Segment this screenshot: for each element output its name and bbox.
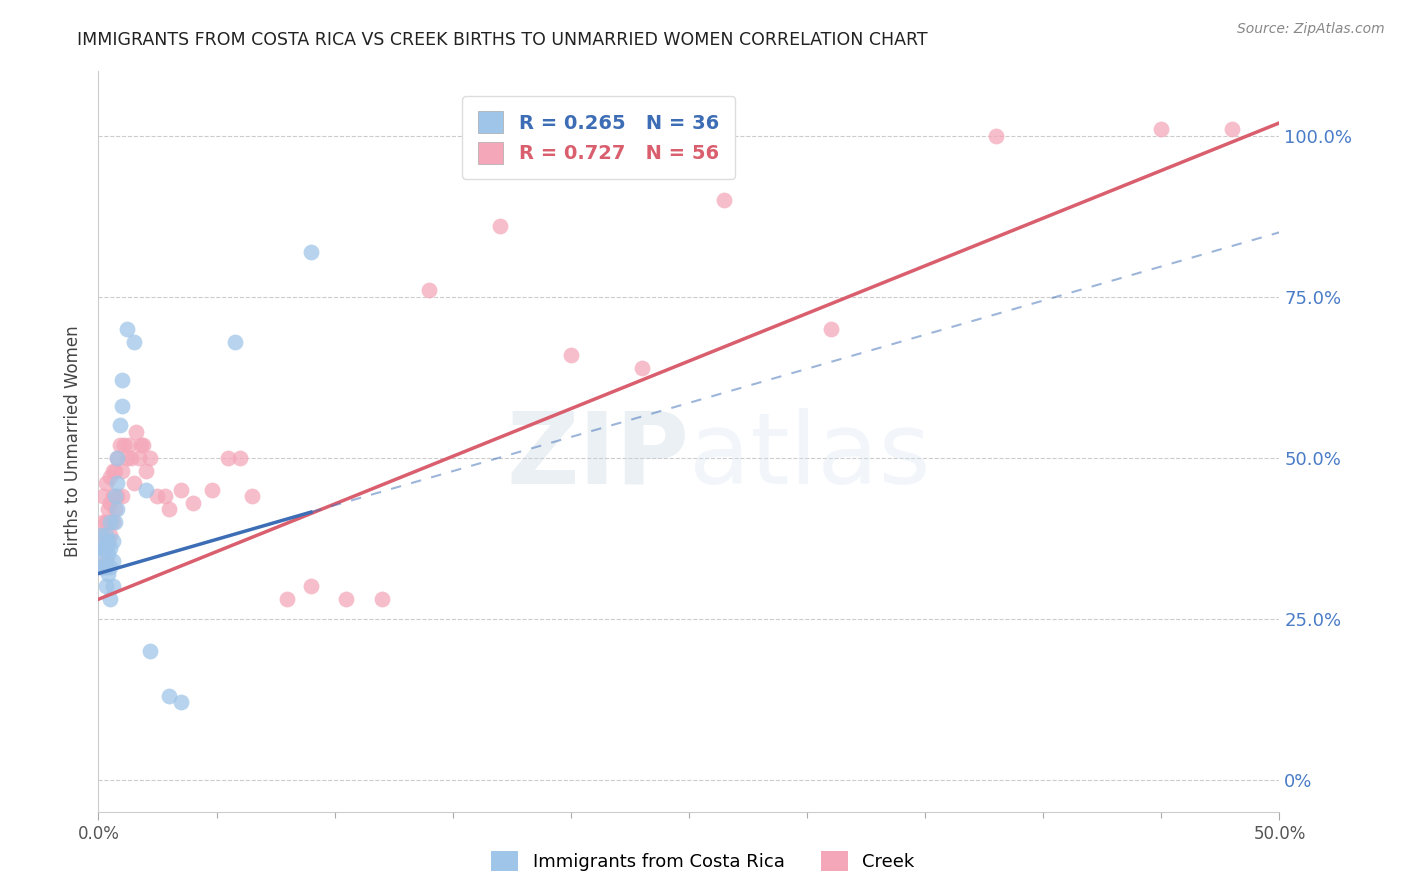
Point: [139, 450, 162, 465]
Point: [240, 489, 263, 503]
Point: [121, 450, 143, 465]
Point: [157, 502, 180, 516]
Point: [418, 283, 440, 297]
Point: [560, 348, 582, 362]
Point: [90, 528, 112, 542]
Point: [90, 560, 112, 574]
Point: [97, 547, 120, 561]
Point: [90, 541, 112, 555]
Point: [201, 483, 224, 497]
Point: [122, 476, 145, 491]
Point: [105, 450, 128, 465]
Point: [97, 566, 120, 581]
Point: [276, 592, 298, 607]
Point: [135, 483, 157, 497]
Point: [101, 489, 124, 503]
Point: [984, 128, 1007, 143]
Point: [94, 515, 117, 529]
Point: [91, 547, 114, 561]
Point: [135, 463, 157, 477]
Point: [108, 418, 131, 433]
Point: [128, 450, 150, 465]
Point: [97, 502, 120, 516]
Point: [820, 322, 842, 336]
Point: [713, 193, 735, 207]
Point: [104, 502, 127, 516]
Point: [91, 489, 114, 503]
Point: [104, 515, 127, 529]
Point: [1150, 122, 1173, 136]
Point: [181, 496, 204, 510]
Point: [91, 515, 114, 529]
Point: [299, 579, 322, 593]
Point: [157, 689, 180, 703]
Point: [170, 483, 193, 497]
Y-axis label: Births to Unmarried Women: Births to Unmarried Women: [65, 326, 83, 558]
Point: [1220, 122, 1243, 136]
Point: [489, 219, 512, 233]
Point: [98, 541, 121, 555]
Point: [101, 534, 124, 549]
Point: [98, 470, 121, 484]
Point: [91, 541, 114, 555]
Point: [371, 592, 394, 607]
Point: [98, 592, 121, 607]
Point: [112, 438, 135, 452]
Legend: R = 0.265   N = 36, R = 0.727   N = 56: R = 0.265 N = 36, R = 0.727 N = 56: [463, 95, 735, 179]
Point: [224, 334, 246, 349]
Point: [115, 450, 138, 465]
Point: [98, 515, 121, 529]
Point: [90, 560, 112, 574]
Text: ZIP: ZIP: [506, 408, 689, 505]
Point: [105, 476, 128, 491]
Point: [170, 695, 193, 709]
Point: [94, 541, 117, 555]
Point: [299, 244, 322, 259]
Point: [111, 489, 134, 503]
Point: [101, 463, 124, 477]
Point: [94, 560, 117, 574]
Point: [217, 450, 239, 465]
Point: [153, 489, 176, 503]
Point: [94, 579, 117, 593]
Point: [229, 450, 252, 465]
Point: [111, 463, 134, 477]
Point: [101, 515, 124, 529]
Point: [91, 541, 114, 555]
Point: [97, 534, 120, 549]
Point: [94, 476, 117, 491]
Point: [335, 592, 357, 607]
Point: [146, 489, 169, 503]
Point: [98, 528, 121, 542]
Point: [94, 528, 117, 542]
Point: [91, 560, 114, 574]
Point: [108, 438, 131, 452]
Point: [104, 489, 127, 503]
Point: [129, 438, 152, 452]
Point: [105, 489, 128, 503]
Point: [105, 502, 128, 516]
Point: [115, 322, 138, 336]
Point: [97, 534, 120, 549]
Legend: Immigrants from Costa Rica, Creek: Immigrants from Costa Rica, Creek: [484, 844, 922, 879]
Text: atlas: atlas: [689, 408, 931, 505]
Point: [125, 425, 148, 439]
Point: [101, 579, 124, 593]
Point: [90, 528, 112, 542]
Point: [98, 560, 121, 574]
Point: [98, 496, 121, 510]
Point: [111, 373, 134, 387]
Point: [132, 438, 155, 452]
Point: [94, 554, 117, 568]
Point: [111, 399, 134, 413]
Point: [105, 450, 128, 465]
Text: Source: ZipAtlas.com: Source: ZipAtlas.com: [1237, 22, 1385, 37]
Point: [104, 463, 127, 477]
Text: IMMIGRANTS FROM COSTA RICA VS CREEK BIRTHS TO UNMARRIED WOMEN CORRELATION CHART: IMMIGRANTS FROM COSTA RICA VS CREEK BIRT…: [77, 31, 928, 49]
Point: [139, 644, 162, 658]
Point: [118, 438, 141, 452]
Point: [122, 334, 145, 349]
Point: [101, 554, 124, 568]
Point: [630, 360, 652, 375]
